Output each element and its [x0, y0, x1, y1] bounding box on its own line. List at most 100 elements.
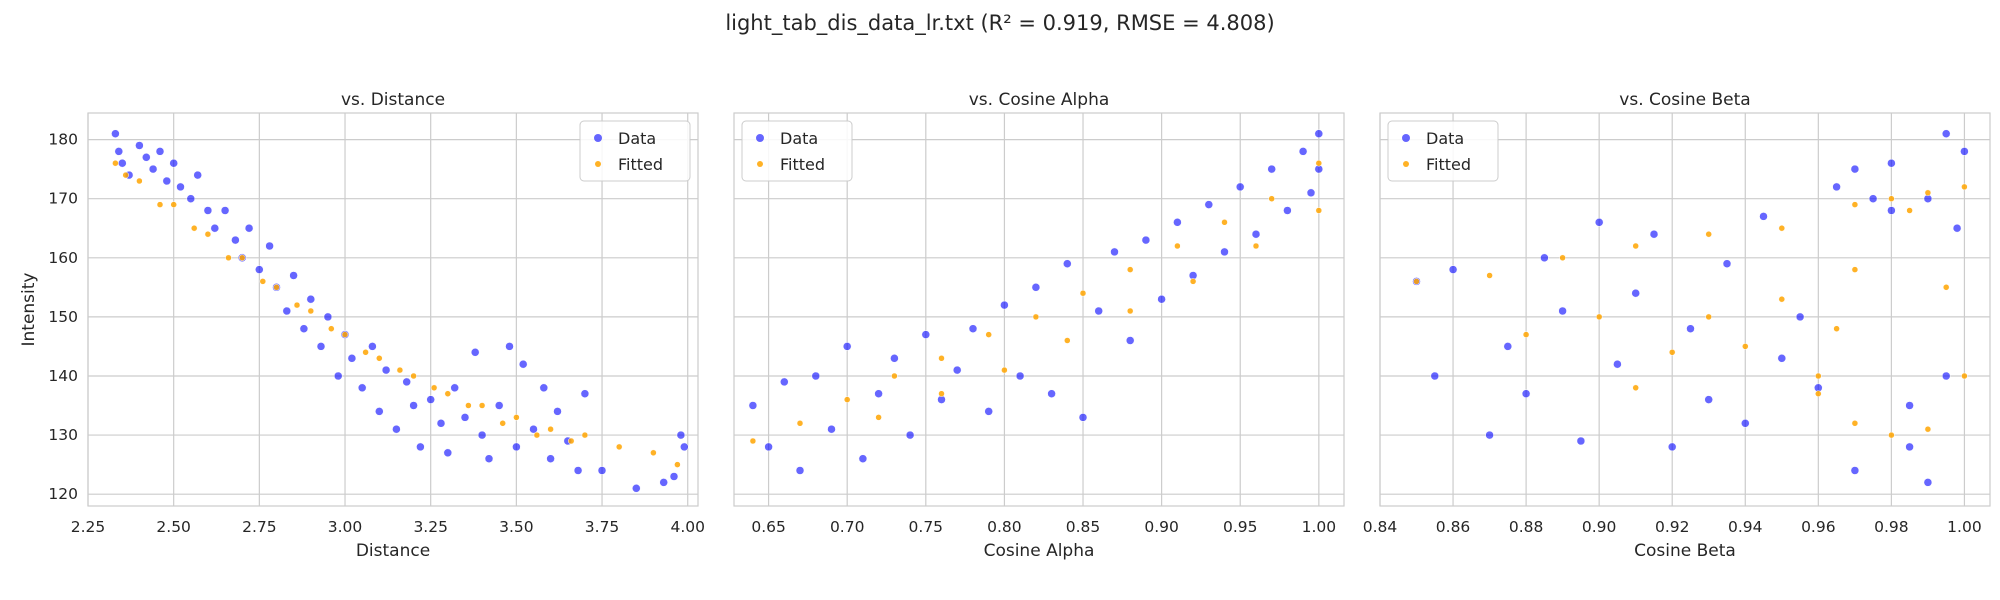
data-point	[169, 158, 178, 168]
data-point	[1558, 306, 1567, 316]
fitted-point	[938, 355, 945, 362]
fitted-point	[1833, 325, 1840, 332]
data-point	[529, 424, 538, 434]
data-point	[1000, 300, 1009, 310]
fitted-point	[238, 254, 246, 262]
data-point	[460, 413, 470, 422]
data-point	[426, 395, 435, 404]
x-tick-label: 0.92	[1655, 518, 1690, 536]
fitted-point	[1815, 390, 1822, 397]
data-point	[1868, 194, 1878, 203]
x-tick-label: 0.96	[1801, 518, 1836, 536]
x-tick-label: 0.70	[830, 518, 865, 536]
data-point	[1952, 223, 1962, 233]
data-point	[539, 383, 549, 393]
x-tick-label: 0.90	[1144, 518, 1179, 536]
data-point	[1063, 259, 1072, 268]
legend-data-marker	[1402, 134, 1410, 142]
fitted-point	[1961, 183, 1968, 191]
fitted-point	[1221, 219, 1228, 226]
fitted-point	[465, 402, 472, 409]
data-point	[155, 147, 165, 156]
fitted-point	[891, 372, 898, 380]
legend-fitted-label: Fitted	[1426, 155, 1471, 174]
data-point	[347, 354, 357, 363]
fitted-point	[938, 390, 945, 397]
data-point	[1887, 158, 1896, 168]
axes-frame	[733, 112, 1345, 507]
fitted-point	[341, 331, 349, 338]
data-point	[1905, 442, 1914, 452]
subplot-title: vs. Distance	[341, 90, 445, 110]
data-point	[505, 342, 514, 351]
fitted-point	[1315, 207, 1323, 214]
data-point	[1741, 419, 1750, 428]
x-tick-label: 1.00	[1947, 518, 1982, 536]
data-point	[1832, 182, 1841, 192]
fitted-point	[1032, 313, 1040, 321]
data-point	[827, 424, 836, 434]
data-point	[1220, 247, 1229, 257]
fitted-point	[1888, 195, 1895, 202]
x-tick-label: 2.75	[242, 518, 277, 536]
fitted-point	[1815, 372, 1822, 380]
data-point	[573, 466, 583, 475]
fitted-point	[615, 443, 623, 451]
data-point	[368, 342, 377, 351]
data-point	[1430, 371, 1440, 381]
y-tick-label: 170	[48, 190, 78, 208]
x-tick-label: 0.85	[1066, 518, 1101, 536]
fitted-point	[1174, 242, 1181, 250]
data-point	[984, 407, 993, 416]
data-point	[546, 454, 555, 463]
data-point	[1015, 371, 1025, 381]
fitted-point	[259, 278, 267, 285]
fitted-point	[1924, 425, 1932, 433]
data-point	[1850, 466, 1860, 475]
fitted-point	[190, 224, 198, 232]
fitted-point	[1632, 384, 1639, 392]
data-point	[244, 223, 254, 233]
data-point	[409, 401, 418, 410]
fitted-point	[513, 414, 520, 421]
data-point	[186, 194, 196, 203]
y-tick-label: 120	[48, 485, 78, 503]
data-point	[659, 478, 668, 487]
fitted-point	[1268, 195, 1275, 202]
fitted-point	[547, 425, 554, 433]
x-axis-label: Cosine Alpha	[984, 541, 1095, 561]
legend-fitted-label: Fitted	[780, 155, 825, 174]
data-point	[1251, 229, 1261, 239]
fitted-point	[478, 402, 486, 409]
legend-box	[579, 120, 691, 182]
data-point	[680, 442, 689, 452]
data-point	[1887, 206, 1896, 215]
data-point	[494, 401, 504, 410]
data-point	[1521, 389, 1531, 398]
y-tick-label: 160	[48, 249, 78, 267]
data-point	[1125, 336, 1135, 345]
data-point	[1110, 247, 1119, 257]
subplot-title: vs. Cosine Alpha	[969, 90, 1110, 110]
fitted-point	[1888, 431, 1895, 439]
data-point	[780, 377, 789, 387]
legend-box	[1387, 120, 1499, 182]
data-point	[299, 324, 309, 333]
data-point	[282, 306, 292, 316]
fitted-point	[328, 325, 335, 332]
data-point	[316, 342, 326, 351]
fitted-point	[1851, 420, 1859, 427]
legend: Data Fitted	[579, 120, 691, 182]
data-point	[231, 235, 240, 245]
data-point	[333, 371, 343, 381]
fitted-point	[1668, 349, 1676, 356]
data-point	[1047, 389, 1056, 398]
fitted-point	[1522, 331, 1530, 338]
x-tick-label: 3.00	[328, 518, 363, 536]
fitted-point	[1252, 242, 1260, 250]
subplot-2: 0.65 0.70 0.75 0.80 0.85 0.90 0.95 1.00 vs. Cosi…	[733, 90, 1345, 561]
data-point	[357, 383, 367, 393]
data-point	[255, 265, 264, 274]
y-tick-label: 140	[48, 367, 78, 385]
fitted-point	[1595, 313, 1603, 321]
